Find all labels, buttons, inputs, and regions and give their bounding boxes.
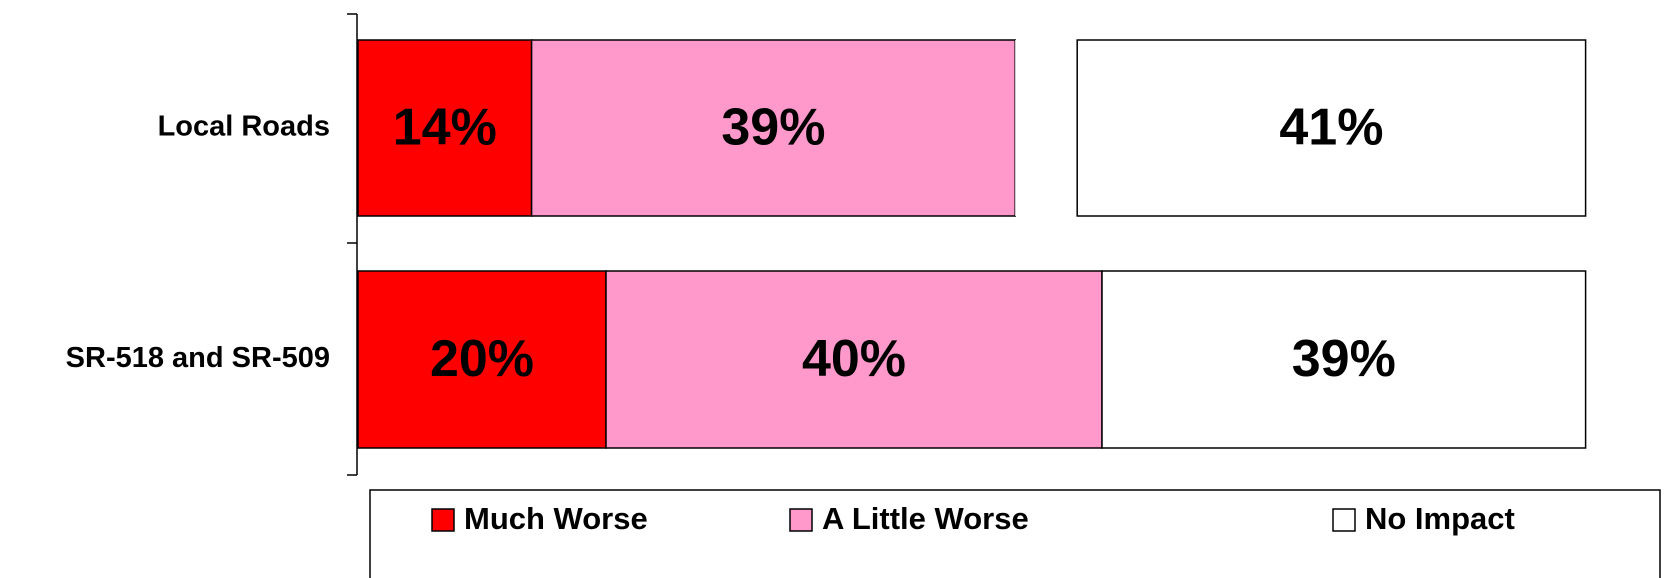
legend-swatch <box>789 508 813 532</box>
bar-segment <box>1015 40 1078 216</box>
legend-box <box>369 489 1661 578</box>
bar-segment <box>357 39 533 217</box>
bar-segment <box>530 39 1016 217</box>
legend-swatch <box>1332 508 1356 532</box>
legend-label: No Impact <box>1365 501 1515 536</box>
bar-segment <box>1101 270 1587 449</box>
category-axis <box>347 13 358 476</box>
legend-swatch <box>431 508 455 532</box>
data-label: 39% <box>1292 330 1396 388</box>
data-label: 40% <box>802 330 906 388</box>
legend-label: Much Worse <box>464 501 648 536</box>
data-label: 41% <box>1279 99 1383 157</box>
category-label: Local Roads <box>158 111 330 143</box>
data-label: 20% <box>430 330 534 388</box>
category-label: SR-518 and SR-509 <box>66 342 330 374</box>
bar-segment <box>1076 39 1587 217</box>
data-label: 14% <box>393 99 497 157</box>
data-label: 39% <box>721 99 825 157</box>
legend-label: A Little Worse <box>822 501 1029 536</box>
